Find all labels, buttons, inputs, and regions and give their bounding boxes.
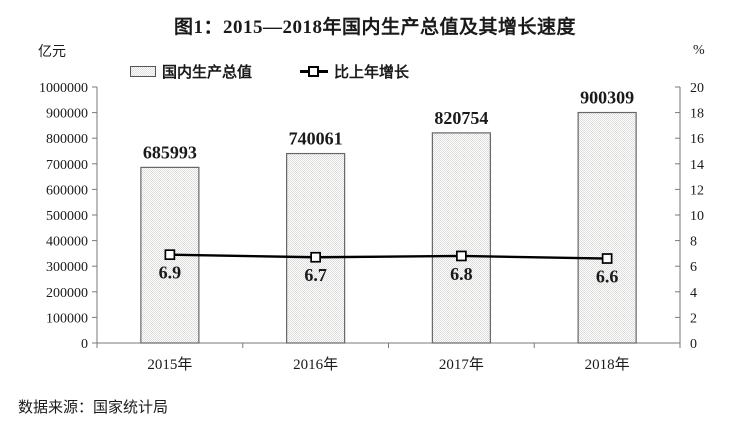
bar-value-label: 820754 (434, 108, 488, 128)
left-axis-tick-label: 0 (81, 337, 88, 352)
left-axis-tick-label: 800000 (46, 132, 88, 147)
legend-item-gdp: 国内生产总值 (130, 61, 252, 82)
bar-2017年 (431, 132, 491, 344)
left-axis-tick-label: 200000 (46, 286, 88, 301)
left-axis-tick-label: 700000 (46, 158, 88, 173)
bar-2018年 (577, 111, 637, 344)
marker-2018年 (601, 253, 613, 264)
marker-2017年 (456, 250, 467, 262)
left-axis-tick-label: 1000000 (39, 81, 88, 96)
right-axis-tick-label: 10 (690, 209, 704, 224)
legend-item-growth: 比上年增长 (300, 61, 409, 82)
data-source: 数据来源：国家统计局 (18, 400, 169, 416)
gdp-bar-swatch-icon (130, 66, 156, 77)
x-category-label: 2016年 (293, 356, 338, 373)
left-axis-tick-label: 600000 (46, 183, 88, 198)
right-axis-tick-label: 2 (690, 311, 697, 326)
x-category-label: 2018年 (585, 356, 630, 373)
right-axis-tick-label: 14 (690, 158, 704, 173)
right-axis-tick-label: 4 (690, 286, 697, 301)
x-category-label: 2017年 (439, 356, 484, 373)
right-axis-tick-label: 0 (690, 337, 697, 352)
x-category-label: 2015年 (147, 356, 192, 373)
growth-line-swatch-icon (300, 66, 329, 77)
rate-value-label: 6.6 (596, 267, 619, 287)
left-axis-unit-label: 亿元 (38, 45, 66, 60)
right-axis-unit-label: % (693, 43, 705, 58)
left-axis-tick-label: 100000 (46, 311, 88, 326)
marker-2015年 (164, 249, 176, 261)
right-axis-tick-label: 20 (690, 81, 704, 96)
bar-value-label: 740061 (289, 129, 343, 149)
right-axis-tick-label: 8 (690, 235, 697, 250)
bar-2016年 (286, 152, 346, 344)
marker-2016年 (310, 251, 321, 263)
right-axis-tick-label: 16 (690, 132, 704, 147)
rate-value-label: 6.9 (159, 263, 182, 283)
left-axis-tick-label: 500000 (46, 209, 88, 224)
left-axis-tick-label: 300000 (46, 260, 88, 275)
right-axis-tick-label: 6 (690, 260, 697, 275)
rate-value-label: 6.7 (304, 265, 327, 285)
right-axis-tick-label: 12 (690, 183, 704, 198)
bar-value-label: 685993 (143, 142, 197, 162)
legend-label-growth: 比上年增长 (334, 65, 410, 81)
left-axis-tick-label: 900000 (46, 107, 88, 122)
left-axis-tick-label: 400000 (46, 235, 88, 250)
growth-line (169, 253, 608, 260)
right-axis-tick-label: 18 (690, 107, 704, 122)
legend: 国内生产总值 比上年增长 (130, 61, 409, 82)
chart-title: 图1：2015—2018年国内生产总值及其增长速度 (173, 17, 576, 38)
bar-value-label: 900309 (580, 88, 634, 108)
legend-label-gdp: 国内生产总值 (162, 65, 253, 81)
rate-value-label: 6.8 (450, 264, 473, 284)
